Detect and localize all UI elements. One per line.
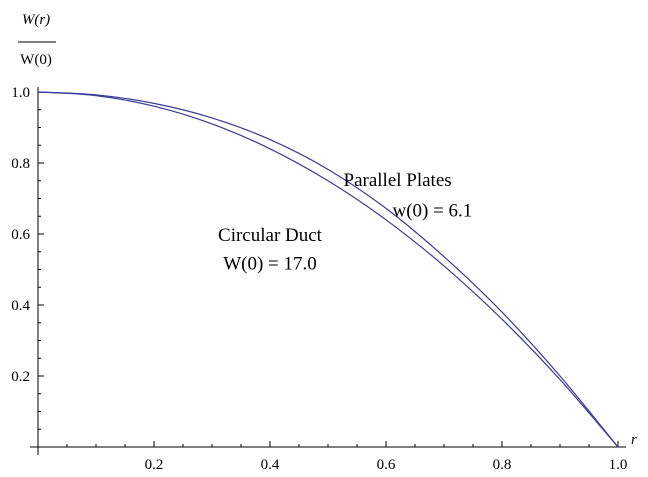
x-tick-label: 1.0	[609, 457, 628, 473]
x-tick-label: 0.8	[493, 457, 512, 473]
x-tick-label: 0.2	[145, 457, 164, 473]
x-tick-label: 0.4	[261, 457, 280, 473]
y-tick-label: 0.2	[11, 369, 30, 385]
annotation-label: w(0) = 6.1	[392, 200, 472, 221]
y-axis-title-denominator: W(0)	[20, 52, 52, 68]
annotations: Parallel Plates w(0) = 6.1 Circular Duct W(…	[218, 170, 472, 274]
curves	[37, 91, 619, 448]
y-tick-label: 0.6	[11, 227, 30, 243]
series-line-2	[37, 91, 619, 448]
annotation-label: W(0) = 17.0	[223, 254, 317, 275]
y-tick-label: 0.8	[11, 156, 30, 172]
axes: 0.2 0.4 0.6 0.8 1.0 0.2 0.4 0.6 0.8 1.0	[11, 85, 627, 473]
y-tick-label: 1.0	[11, 85, 30, 101]
annotation-label: Parallel Plates	[344, 170, 452, 191]
x-axis-title: r	[631, 432, 637, 448]
y-axis-title-numerator: W(r)	[22, 12, 50, 28]
x-tick-label: 0.6	[377, 457, 396, 473]
series-line-1	[37, 91, 619, 448]
annotation-label: Circular Duct	[218, 225, 323, 246]
y-tick-label: 0.4	[11, 298, 30, 314]
